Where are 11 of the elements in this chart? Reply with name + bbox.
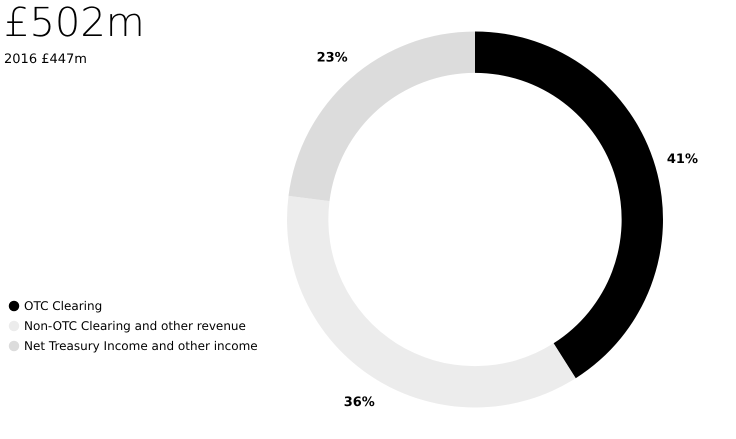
donut-slice — [475, 32, 663, 378]
data-label: 41% — [666, 152, 698, 168]
chart-title: £502m — [4, 0, 145, 46]
legend-label: Net Treasury Income and other income — [24, 339, 258, 353]
text: 2016 £447m — [4, 52, 87, 67]
legend-label: OTC Clearing — [24, 299, 102, 313]
donut-slice — [288, 32, 475, 202]
legend-label: Non-OTC Clearing and other revenue — [24, 319, 246, 333]
data-label: 36% — [344, 394, 375, 410]
data-label: 23% — [316, 50, 348, 66]
donut-slice — [287, 196, 576, 408]
